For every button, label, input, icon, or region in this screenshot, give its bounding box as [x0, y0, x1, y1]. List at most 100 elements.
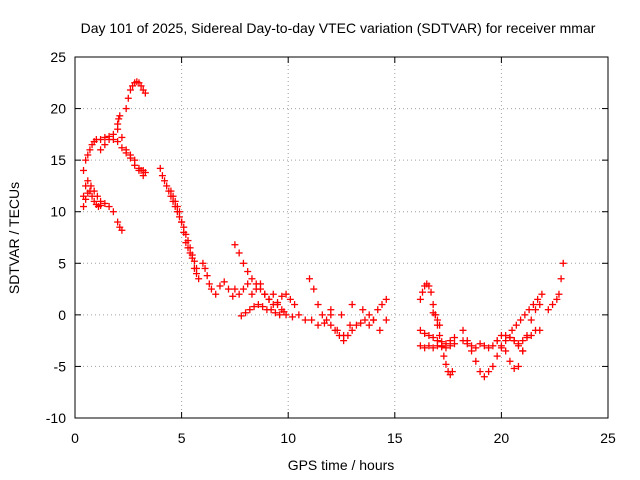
- axis-ticks: [74, 56, 609, 419]
- data-point: [429, 344, 437, 352]
- data-point: [327, 306, 335, 314]
- data-point: [156, 164, 164, 172]
- data-point: [314, 321, 322, 329]
- data-point: [178, 218, 186, 226]
- data-point: [508, 326, 516, 334]
- data-point: [365, 311, 373, 319]
- series-arc-n: [327, 301, 390, 334]
- data-point: [327, 321, 335, 329]
- y-tick-label: 20: [50, 101, 66, 117]
- data-point: [80, 203, 88, 211]
- data-point: [555, 290, 563, 298]
- data-point: [122, 105, 130, 113]
- data-point: [493, 352, 501, 360]
- data-point: [480, 342, 488, 350]
- data-point: [88, 192, 96, 200]
- data-point: [436, 321, 444, 329]
- data-point: [188, 254, 196, 262]
- data-point: [82, 195, 90, 203]
- data-point: [476, 340, 484, 348]
- data-point: [261, 290, 269, 298]
- data-point: [244, 280, 252, 288]
- data-point: [340, 337, 348, 345]
- data-point: [229, 292, 237, 300]
- data-point: [463, 340, 471, 348]
- data-point: [131, 156, 139, 164]
- data-point: [517, 316, 525, 324]
- data-point: [310, 285, 318, 293]
- data-points: [80, 78, 567, 381]
- data-point: [514, 340, 522, 348]
- data-point: [476, 368, 484, 376]
- x-tick-labels: 0 5 10 15 20 25: [71, 430, 616, 446]
- data-point: [274, 301, 282, 309]
- data-point: [369, 316, 377, 324]
- series-arc-a: [80, 177, 126, 234]
- series-arc-b: [80, 187, 105, 211]
- data-point: [502, 347, 510, 355]
- data-point: [335, 331, 343, 339]
- data-point: [114, 218, 122, 226]
- data-point: [220, 278, 228, 286]
- data-point: [126, 151, 134, 159]
- data-point: [376, 326, 384, 334]
- data-point: [269, 290, 277, 298]
- series-arc-s: [459, 326, 527, 381]
- data-point: [534, 295, 542, 303]
- data-point: [126, 86, 134, 94]
- data-point: [239, 259, 247, 267]
- x-axis-label: GPS time / hours: [288, 457, 395, 473]
- data-point: [521, 311, 529, 319]
- chart-title: Day 101 of 2025, Sidereal Day-to-day VTE…: [81, 20, 596, 36]
- data-point: [276, 311, 284, 319]
- data-point: [118, 144, 126, 152]
- data-point: [480, 373, 488, 381]
- data-point: [252, 285, 260, 293]
- x-tick-label: 10: [280, 430, 296, 446]
- data-point: [361, 316, 369, 324]
- data-point: [433, 316, 441, 324]
- x-tick-label: 0: [71, 430, 79, 446]
- data-point: [348, 301, 356, 309]
- gridlines: [75, 57, 608, 418]
- y-tick-label: -5: [54, 358, 67, 374]
- data-point: [248, 275, 256, 283]
- data-point: [485, 368, 493, 376]
- data-point: [421, 344, 429, 352]
- data-point: [553, 295, 561, 303]
- data-point: [485, 344, 493, 352]
- data-point: [201, 264, 209, 272]
- data-point: [323, 316, 331, 324]
- data-point: [225, 285, 233, 293]
- data-point: [489, 362, 497, 370]
- data-point: [429, 334, 437, 342]
- data-point: [431, 311, 439, 319]
- series-arc-h: [167, 187, 203, 283]
- data-point: [203, 272, 211, 280]
- data-point: [433, 337, 441, 345]
- x-tick-label: 20: [494, 430, 510, 446]
- data-point: [459, 337, 467, 345]
- data-point: [559, 259, 567, 267]
- data-point: [175, 208, 183, 216]
- data-point: [280, 308, 288, 316]
- data-point: [231, 241, 239, 249]
- data-point: [101, 133, 109, 141]
- data-point: [472, 344, 480, 352]
- data-point: [282, 290, 290, 298]
- data-point: [137, 82, 145, 90]
- data-point: [265, 295, 273, 303]
- data-point: [416, 295, 424, 303]
- data-point: [105, 136, 113, 144]
- data-point: [314, 301, 322, 309]
- data-point: [497, 342, 505, 350]
- y-tick-label: 0: [58, 307, 66, 323]
- data-point: [425, 282, 433, 290]
- data-point: [163, 182, 171, 190]
- data-point: [450, 340, 458, 348]
- data-point: [278, 292, 286, 300]
- data-point: [291, 301, 299, 309]
- data-point: [338, 311, 345, 319]
- data-point: [382, 316, 390, 324]
- data-point: [267, 306, 275, 314]
